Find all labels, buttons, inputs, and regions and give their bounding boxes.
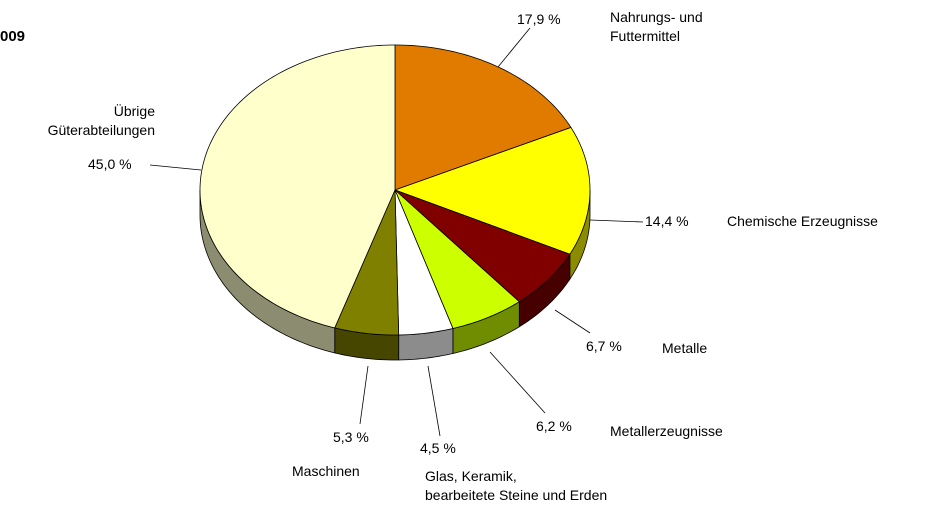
- pie-slice: [394, 44, 572, 191]
- leader-line: [554, 309, 591, 334]
- leader-line: [427, 365, 441, 437]
- chart-title: 009: [0, 28, 26, 45]
- value-label: 45,0 %: [88, 156, 132, 172]
- value-label: 17,9 %: [517, 11, 561, 27]
- value-label: 14,4 %: [645, 213, 689, 229]
- leader-line: [489, 351, 546, 414]
- category-label: Übrige Güterabteilungen: [47, 103, 155, 138]
- value-label: 4,5 %: [420, 440, 456, 456]
- category-label: Nahrungs- und Futtermittel: [610, 9, 703, 44]
- category-label: Metallerzeugnisse: [610, 423, 723, 439]
- value-label: 6,7 %: [586, 338, 622, 354]
- category-label: Metalle: [662, 340, 708, 356]
- leader-line: [589, 219, 644, 223]
- pie-slice: [394, 189, 454, 336]
- pie-slice: [199, 44, 396, 329]
- leader-line: [359, 365, 369, 425]
- value-label: 6,2 %: [536, 418, 572, 434]
- category-label: Maschinen: [292, 463, 360, 479]
- pie-slice: [394, 189, 571, 303]
- leader-line: [497, 27, 531, 68]
- pie-slice: [394, 189, 520, 329]
- category-label: Chemische Erzeugnisse: [727, 213, 878, 229]
- pie-slice: [334, 189, 400, 336]
- leader-line: [149, 164, 202, 171]
- category-label: Glas, Keramik, bearbeitete Steine und Er…: [425, 468, 608, 503]
- pie-slice: [393, 126, 591, 255]
- value-label: 5,3 %: [333, 429, 369, 445]
